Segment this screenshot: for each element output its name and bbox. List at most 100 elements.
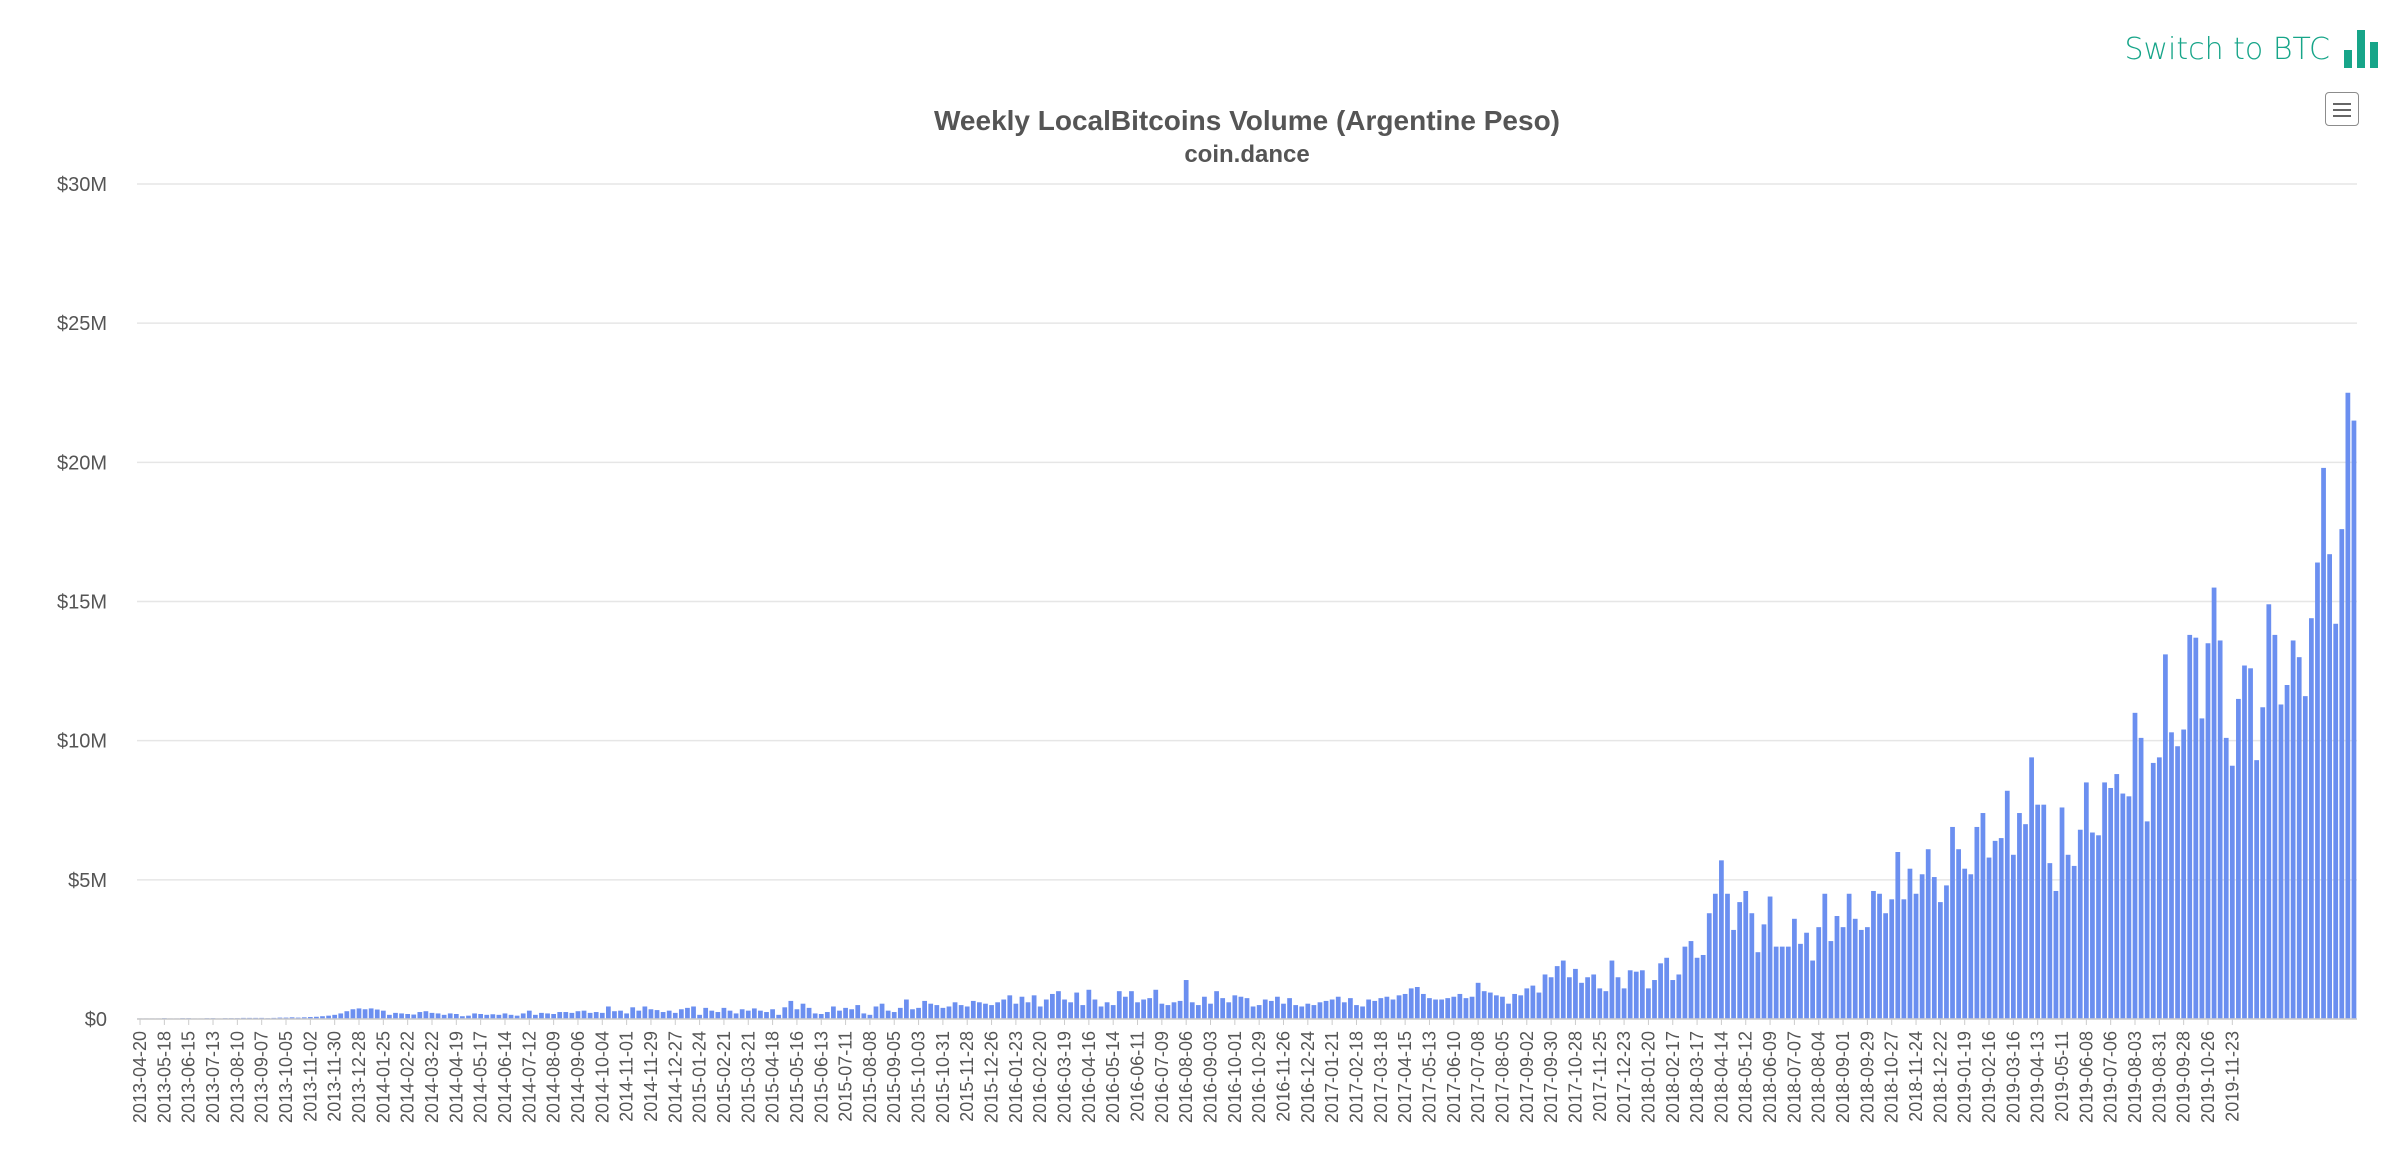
bar[interactable] xyxy=(2181,729,2187,1019)
bar[interactable] xyxy=(2041,804,2047,1019)
bar[interactable] xyxy=(928,1003,934,1019)
bar[interactable] xyxy=(1043,999,1049,1019)
bar[interactable] xyxy=(1737,902,1743,1019)
bar[interactable] xyxy=(1883,913,1888,1019)
bar[interactable] xyxy=(727,1010,733,1019)
bar[interactable] xyxy=(873,1006,879,1019)
bar[interactable] xyxy=(484,1014,490,1019)
bar[interactable] xyxy=(1086,989,1092,1019)
bar[interactable] xyxy=(806,1007,812,1019)
bar[interactable] xyxy=(1183,980,1189,1019)
bar[interactable] xyxy=(526,1010,532,1019)
bar[interactable] xyxy=(2278,704,2284,1019)
bar[interactable] xyxy=(2327,554,2332,1019)
bar[interactable] xyxy=(1244,998,1250,1020)
bar[interactable] xyxy=(1414,986,1420,1019)
bar[interactable] xyxy=(946,1006,952,1019)
bar[interactable] xyxy=(1621,988,1627,1019)
bar[interactable] xyxy=(1372,1000,1378,1019)
bar[interactable] xyxy=(970,1000,976,1019)
bar[interactable] xyxy=(1378,998,1384,1020)
bar[interactable] xyxy=(2156,757,2162,1019)
bar[interactable] xyxy=(2199,718,2205,1019)
bar[interactable] xyxy=(1305,1003,1311,1019)
bar[interactable] xyxy=(2144,821,2150,1019)
bar[interactable] xyxy=(2229,765,2235,1019)
bar[interactable] xyxy=(1743,890,1749,1019)
bar[interactable] xyxy=(1585,977,1590,1019)
bar[interactable] xyxy=(1268,1000,1274,1019)
bar[interactable] xyxy=(1408,988,1414,1019)
bar[interactable] xyxy=(1056,991,1061,1019)
bar[interactable] xyxy=(1208,1003,1213,1019)
bar[interactable] xyxy=(867,1014,873,1019)
bar[interactable] xyxy=(1135,1002,1140,1019)
bar[interactable] xyxy=(344,1011,350,1019)
bar[interactable] xyxy=(1682,946,1688,1019)
bar[interactable] xyxy=(1749,913,1755,1019)
bar[interactable] xyxy=(1992,840,1998,1019)
bar[interactable] xyxy=(1202,996,1207,1019)
bar[interactable] xyxy=(1998,838,2004,1019)
bar[interactable] xyxy=(417,1012,423,1019)
bar[interactable] xyxy=(326,1015,331,1019)
bar[interactable] xyxy=(733,1013,739,1019)
bar[interactable] xyxy=(636,1010,642,1019)
bar[interactable] xyxy=(2242,665,2247,1019)
bar[interactable] xyxy=(745,1010,751,1019)
bar[interactable] xyxy=(1846,893,1852,1019)
bar[interactable] xyxy=(879,1003,885,1019)
bar[interactable] xyxy=(2260,707,2266,1019)
bar[interactable] xyxy=(1913,893,1919,1019)
bar[interactable] xyxy=(812,1013,818,1019)
bar[interactable] xyxy=(1256,1005,1262,1019)
bar[interactable] xyxy=(2004,790,2010,1019)
bar[interactable] xyxy=(1390,999,1396,1019)
bar[interactable] xyxy=(2023,824,2028,1019)
bar[interactable] xyxy=(1694,957,1700,1019)
bar[interactable] xyxy=(2169,732,2174,1019)
bar[interactable] xyxy=(1950,826,1955,1019)
bar[interactable] xyxy=(1840,927,1846,1019)
bar[interactable] xyxy=(1494,995,1499,1019)
bar[interactable] xyxy=(2065,854,2071,1019)
bar[interactable] xyxy=(1658,963,1663,1019)
bar[interactable] xyxy=(460,1016,465,1019)
bar[interactable] xyxy=(1816,927,1822,1019)
bar[interactable] xyxy=(1262,999,1268,1019)
bar[interactable] xyxy=(818,1013,824,1019)
bar[interactable] xyxy=(2309,618,2314,1019)
bar[interactable] xyxy=(758,1010,763,1019)
bar[interactable] xyxy=(1092,999,1098,1019)
bar[interactable] xyxy=(411,1014,417,1019)
bar[interactable] xyxy=(1773,946,1779,1019)
bar[interactable] xyxy=(356,1008,362,1019)
bar[interactable] xyxy=(539,1012,544,1019)
bar[interactable] xyxy=(2096,835,2101,1019)
bar[interactable] xyxy=(691,1006,696,1019)
bar[interactable] xyxy=(612,1011,617,1019)
bar[interactable] xyxy=(1865,927,1870,1019)
bar[interactable] xyxy=(1646,988,1651,1019)
bar[interactable] xyxy=(1348,998,1353,1020)
bar[interactable] xyxy=(1445,998,1451,1020)
bar[interactable] xyxy=(2017,813,2022,1019)
bar[interactable] xyxy=(1804,932,1809,1019)
bar[interactable] xyxy=(2333,623,2339,1019)
bar[interactable] xyxy=(666,1010,672,1019)
bar[interactable] xyxy=(1852,918,1858,1019)
bar[interactable] xyxy=(904,999,909,1019)
bar[interactable] xyxy=(1731,929,1736,1019)
bar[interactable] xyxy=(1463,998,1469,1020)
bar[interactable] xyxy=(1214,991,1219,1019)
bar[interactable] xyxy=(563,1012,569,1019)
bar[interactable] xyxy=(1129,991,1134,1019)
bar[interactable] xyxy=(1603,991,1609,1019)
bar[interactable] xyxy=(496,1014,502,1019)
bar[interactable] xyxy=(1226,1002,1232,1019)
bar[interactable] xyxy=(1615,977,1621,1019)
bar[interactable] xyxy=(405,1013,411,1019)
bar[interactable] xyxy=(824,1012,830,1019)
bar[interactable] xyxy=(1652,980,1657,1019)
bar[interactable] xyxy=(1153,989,1159,1019)
